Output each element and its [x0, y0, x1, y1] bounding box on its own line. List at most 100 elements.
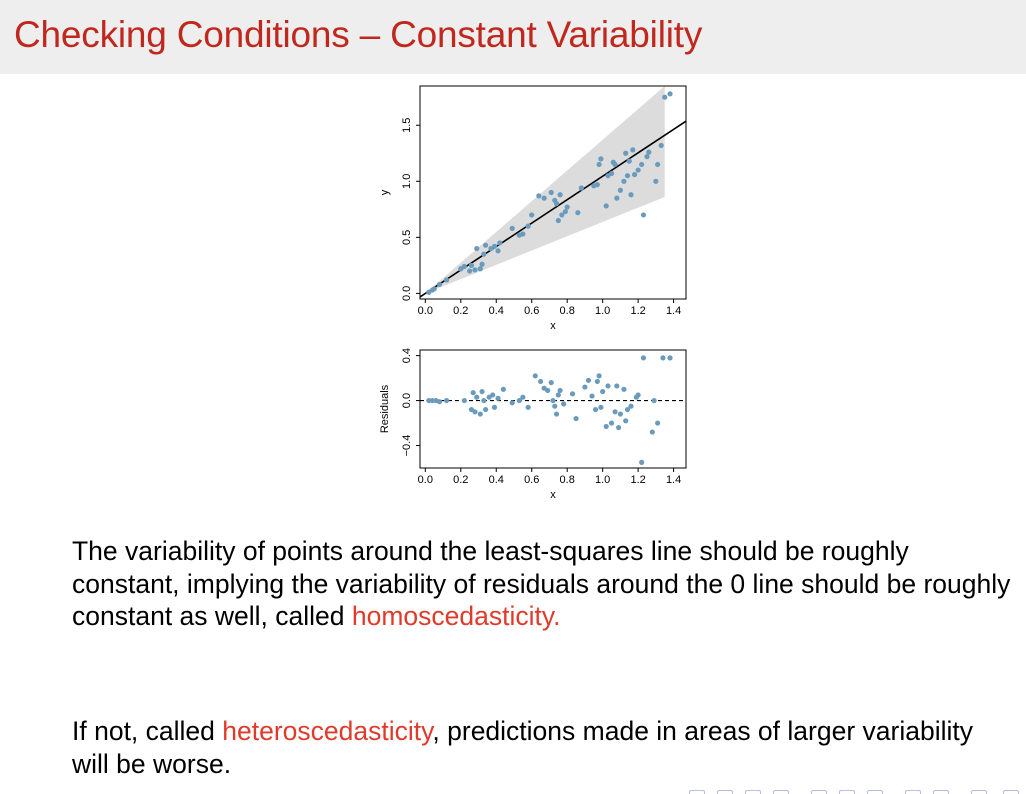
x-tick-label: 0.8 [560, 474, 575, 486]
x-tick-label: 0.0 [418, 305, 433, 317]
data-point [537, 378, 544, 385]
y-tick-label: 0.5 [401, 230, 413, 245]
nav-prev-section-icon[interactable] [811, 790, 827, 794]
data-point [548, 189, 554, 196]
nav-subsection-icon[interactable] [933, 790, 949, 794]
data-point [477, 411, 483, 417]
data-point [644, 154, 650, 160]
data-point [653, 178, 659, 184]
data-point [614, 195, 620, 201]
nav-back-icon[interactable] [971, 790, 987, 794]
data-point [660, 355, 666, 361]
data-point [582, 384, 588, 390]
data-point [621, 386, 627, 392]
nav-next-section-icon[interactable] [867, 790, 883, 794]
data-point [624, 173, 631, 179]
y-tick-label: −0.4 [401, 435, 413, 457]
data-point [614, 383, 620, 389]
data-point [529, 212, 535, 218]
paragraph-text: The variability of points around the lea… [72, 536, 1011, 631]
term-homoscedasticity: homoscedasticity. [351, 601, 561, 631]
variability-band [425, 86, 665, 294]
x-axis-label: x [550, 489, 556, 501]
y-tick-label: 1.5 [401, 118, 413, 133]
data-point [662, 94, 668, 100]
paragraph-homoscedasticity: The variability of points around the lea… [72, 535, 1012, 633]
x-tick-label: 1.0 [595, 305, 610, 317]
data-point [474, 394, 480, 400]
data-point [655, 420, 661, 426]
y-tick-label: 0.0 [401, 393, 413, 408]
data-point [631, 171, 638, 178]
data-point [436, 281, 443, 288]
data-point [608, 420, 615, 426]
paragraph-text-prefix: If not, called [72, 716, 223, 746]
data-point [639, 459, 645, 465]
nav-section-icon[interactable] [839, 790, 855, 794]
data-point [605, 383, 611, 389]
data-point [557, 387, 563, 394]
x-tick-label: 0.2 [453, 305, 468, 317]
data-point [553, 411, 560, 417]
data-point [573, 415, 579, 422]
data-point [612, 409, 618, 415]
data-point [612, 161, 618, 168]
x-tick-label: 1.2 [630, 474, 645, 486]
data-point [472, 267, 478, 273]
data-point [569, 391, 576, 397]
data-point [553, 201, 560, 207]
data-point [532, 373, 538, 379]
data-point [649, 429, 655, 435]
data-point [559, 212, 565, 218]
data-point [594, 182, 600, 188]
term-heteroscedasticity: heteroscedasticity [222, 716, 433, 746]
data-point [603, 423, 609, 430]
nav-search-icon[interactable] [1003, 790, 1019, 794]
data-point [548, 379, 554, 386]
nav-first-icon[interactable] [689, 790, 705, 794]
plot-frame [419, 85, 687, 300]
slide-title: Checking Conditions – Constant Variabili… [14, 14, 703, 55]
data-point [520, 394, 526, 400]
plot-area [420, 86, 686, 298]
plot-frame [419, 349, 687, 469]
data-point [495, 395, 501, 401]
data-point [639, 161, 645, 168]
data-point [596, 373, 602, 379]
data-point [667, 91, 673, 97]
data-point [585, 377, 592, 383]
data-point [592, 406, 599, 413]
data-point [623, 418, 629, 424]
data-point [617, 411, 623, 417]
data-point [658, 142, 664, 149]
data-point [564, 204, 570, 210]
data-point [491, 404, 498, 410]
data-point [555, 217, 561, 224]
data-point [578, 185, 584, 191]
data-point [608, 170, 615, 177]
data-point [561, 401, 567, 407]
data-point [635, 167, 641, 173]
title-bar: Checking Conditions – Constant Variabili… [0, 0, 1026, 74]
data-point [497, 240, 503, 246]
nav-frame-icon[interactable] [745, 790, 761, 794]
data-point [525, 404, 531, 410]
data-point [470, 390, 476, 396]
nav-prev-frame-icon[interactable] [717, 790, 733, 794]
data-point [545, 387, 551, 394]
data-point [444, 277, 450, 283]
y-tick-label: 0.4 [401, 348, 413, 363]
data-point [616, 424, 622, 431]
y-axis-label: y [379, 189, 391, 195]
data-point [589, 393, 595, 399]
nav-prev-subsection-icon[interactable] [905, 790, 921, 794]
data-point [467, 268, 473, 274]
regression-figure: 0.0 0.2 0.4 0.6 0.8 1.0 1.2 1.4 x 0.0 0.5 1.0 1.5 y 0… [379, 85, 687, 501]
data-point [623, 150, 629, 156]
data-point [598, 156, 604, 162]
data-point [509, 400, 515, 406]
x-tick-label: 1.4 [666, 305, 681, 317]
nav-next-frame-icon[interactable] [773, 790, 789, 794]
data-point [461, 263, 467, 270]
x-tick-label: 0.8 [560, 305, 575, 317]
